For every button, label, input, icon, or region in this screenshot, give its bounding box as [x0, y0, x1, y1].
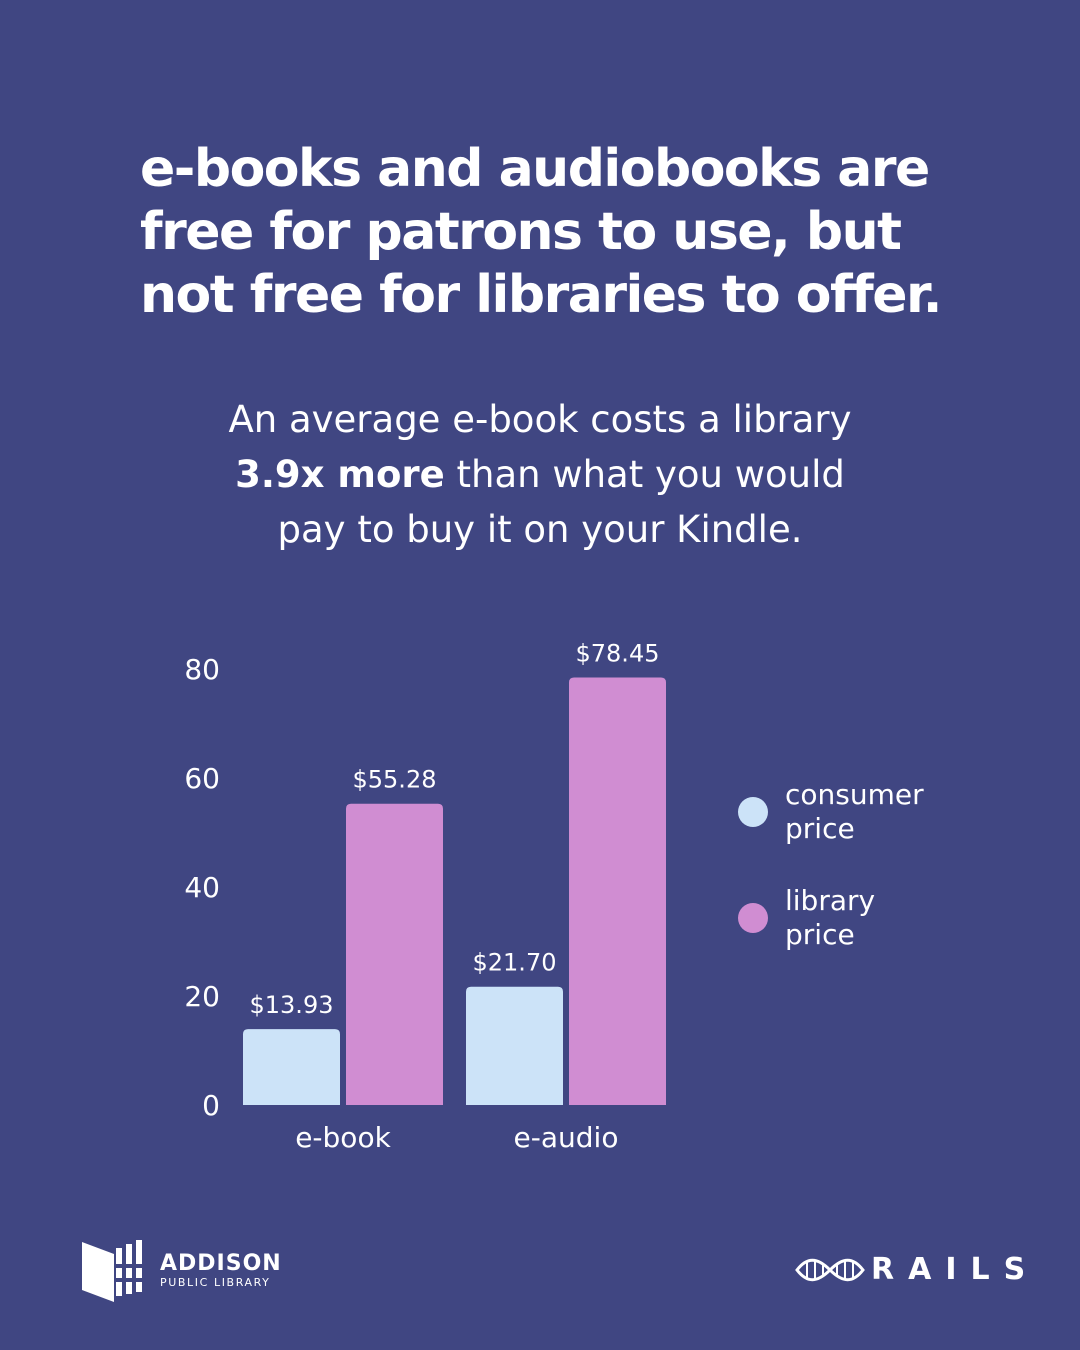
- headline-line-1: e-books and audiobooks are: [140, 139, 930, 199]
- legend-item-library: library price: [738, 884, 945, 952]
- y-tick-label: 60: [184, 762, 220, 795]
- bars: $13.93 $55.28 $21.70 $78.45: [243, 639, 666, 1105]
- headline-line-2: free for patrons to use, but: [140, 202, 902, 262]
- y-tick-label: 40: [184, 871, 220, 904]
- data-label: $21.70: [473, 949, 557, 977]
- subhead-emphasis: 3.9x more: [235, 453, 445, 496]
- bar-library-e-audio: [569, 677, 666, 1105]
- subhead-line-2: 3.9x more than what you would: [140, 447, 940, 502]
- legend-dot-library: [738, 903, 768, 933]
- headline-line-3: not free for libraries to offer.: [140, 265, 943, 325]
- bar-library-e-book: [346, 803, 443, 1105]
- data-label: $78.45: [576, 639, 660, 667]
- y-tick-label: 80: [184, 653, 220, 686]
- legend: consumer price library price: [738, 778, 945, 990]
- subhead-line-3: pay to buy it on your Kindle.: [277, 508, 803, 551]
- x-tick-label: e-audio: [514, 1121, 619, 1154]
- data-label: $55.28: [353, 766, 437, 794]
- legend-label-library: library price: [785, 884, 876, 951]
- addison-name-line-1: ADDISON: [160, 1251, 282, 1276]
- rails-logo: RAILS: [795, 1252, 1039, 1288]
- y-tick-label: 0: [202, 1089, 220, 1122]
- rails-knot-icon: [795, 1258, 865, 1282]
- subhead-line-2-rest: than what you would: [444, 453, 845, 496]
- addison-name-line-2: PUBLIC LIBRARY: [160, 1276, 271, 1289]
- legend-item-consumer: consumer price: [738, 778, 945, 846]
- data-label: $13.93: [250, 991, 334, 1019]
- subhead: An average e-book costs a library 3.9x m…: [140, 392, 940, 557]
- x-tick-label: e-book: [295, 1121, 391, 1154]
- legend-dot-consumer: [738, 797, 768, 827]
- bar-chart: 0 20 40 60 80 $13.93 $55.28 $21.70 $78.45 e-boo…: [184, 639, 666, 1154]
- addison-library-logo: ADDISON PUBLIC LIBRARY: [80, 1238, 282, 1304]
- y-tick-label: 20: [184, 980, 220, 1013]
- y-axis-ticks: 0 20 40 60 80: [184, 653, 220, 1122]
- subhead-line-1: An average e-book costs a library: [228, 398, 852, 441]
- rails-wordmark: RAILS: [871, 1252, 1040, 1287]
- bar-consumer-e-audio: [466, 986, 563, 1105]
- x-axis-labels: e-book e-audio: [295, 1121, 618, 1154]
- legend-label-consumer: consumer price: [785, 778, 924, 845]
- building-stripes-icon: [82, 1240, 146, 1302]
- bar-consumer-e-book: [243, 1029, 340, 1105]
- addison-library-name: ADDISON PUBLIC LIBRARY: [160, 1252, 282, 1290]
- headline: e-books and audiobooks are free for patr…: [140, 138, 1000, 327]
